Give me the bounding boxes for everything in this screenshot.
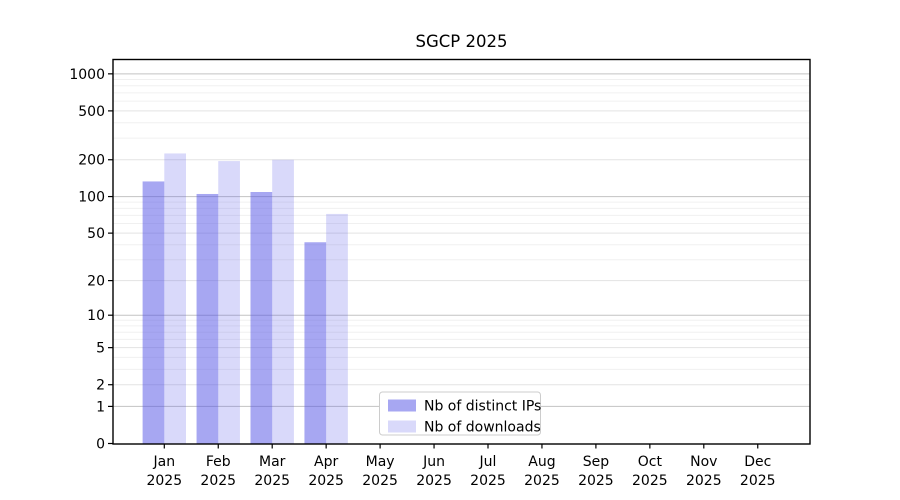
x-tick-label: Nov 2025 (686, 454, 722, 489)
y-tick-label: 200 (78, 153, 105, 169)
y-tick-label: 2 (96, 378, 105, 394)
bar-distinct-ips (196, 193, 219, 444)
legend-swatch-distinct-ips-icon (388, 399, 416, 412)
bar-downloads (164, 153, 186, 444)
y-tick-label: 1000 (69, 67, 105, 83)
y-tick-label: 10 (87, 308, 105, 324)
y-tick-label: 0 (96, 437, 105, 453)
x-tick-label: Oct 2025 (632, 454, 668, 489)
bar-distinct-ips (142, 181, 165, 445)
plot-border (112, 58, 811, 445)
x-tick-label: Mar 2025 (254, 454, 290, 489)
x-tick-label: Jul 2025 (470, 454, 506, 489)
axes-ticks-layer: 0 1 2 5 10 20 50 100 200 500 1000 Jan 2025 Feb 2025 Mar… (69, 67, 775, 489)
legend-label-downloads: Nb of downloads (424, 420, 541, 436)
x-tick-label: May 2025 (362, 454, 398, 489)
legend-box (379, 391, 541, 436)
legend-swatch-downloads-icon (388, 420, 416, 433)
y-tick-label: 20 (87, 274, 105, 290)
x-tick-label: Jan 2025 (146, 454, 182, 489)
bars-layer (142, 153, 348, 445)
x-tick-label: Aug 2025 (524, 454, 560, 489)
bar-downloads (218, 161, 240, 444)
bar-downloads (272, 159, 294, 444)
legend-label-distinct-ips: Nb of distinct IPs (424, 399, 541, 415)
y-tick-label: 50 (87, 226, 105, 242)
chart-title: SGCP 2025 (416, 32, 508, 51)
x-tick-label: Dec 2025 (740, 454, 776, 489)
y-tick-label: 100 (78, 190, 105, 206)
x-tick-label: Feb 2025 (200, 454, 236, 489)
legend: Nb of distinct IPs Nb of downloads (379, 391, 541, 436)
x-tick-label: Jun 2025 (416, 454, 452, 489)
y-tick-label: 1 (96, 399, 105, 415)
x-tick-label: Apr 2025 (308, 454, 344, 489)
bar-distinct-ips (304, 242, 327, 444)
y-tick-label: 500 (78, 104, 105, 120)
y-tick-label: 5 (96, 341, 105, 357)
bar-distinct-ips (250, 192, 273, 444)
x-tick-label: Sep 2025 (578, 454, 614, 489)
bar-downloads (326, 213, 348, 444)
